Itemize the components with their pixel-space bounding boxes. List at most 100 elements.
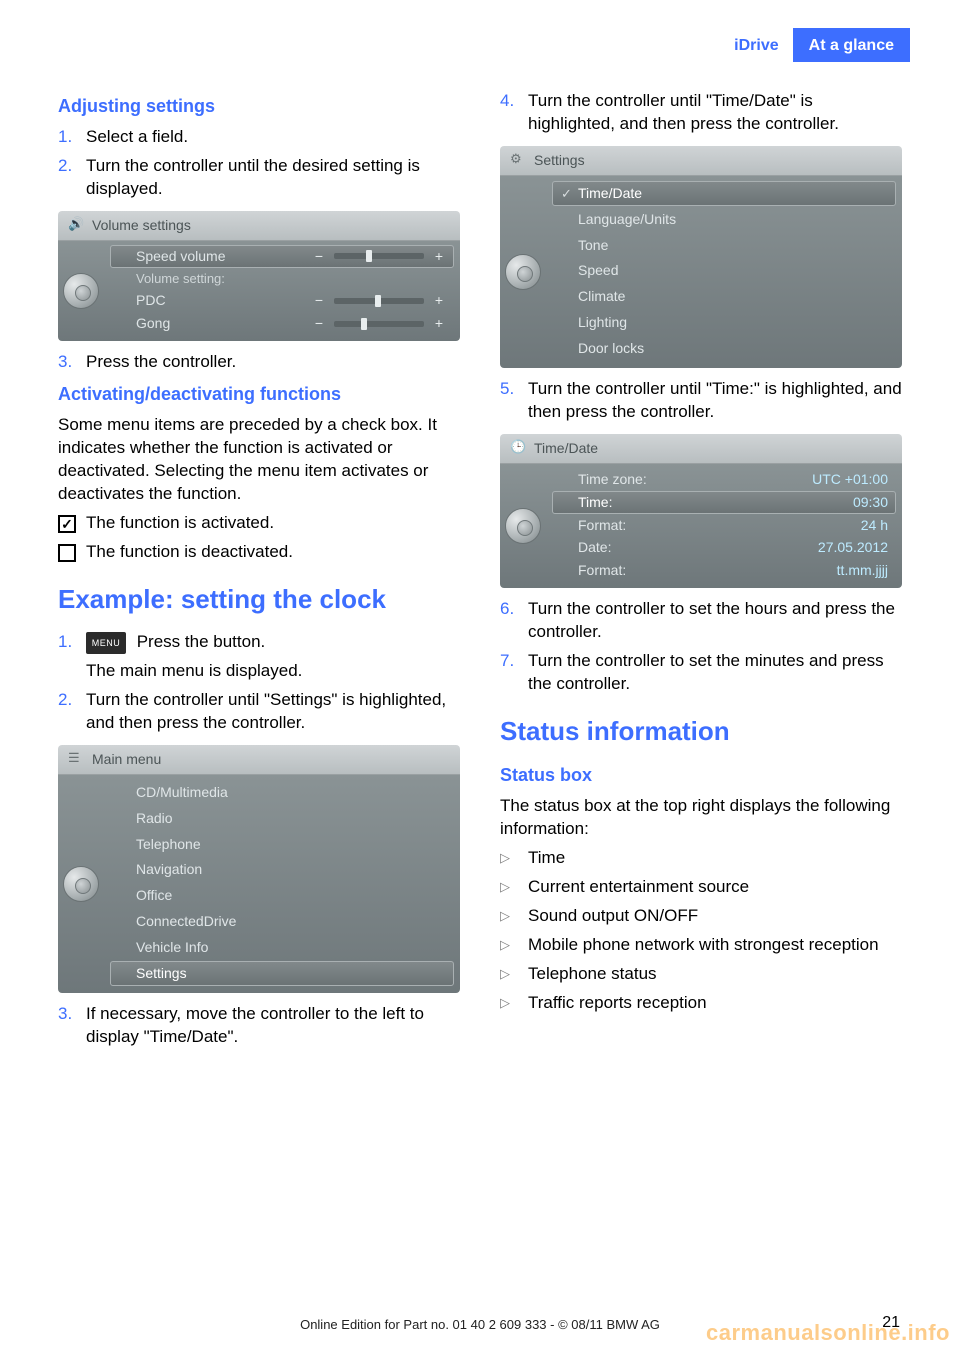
menu-item: Radio (110, 806, 454, 831)
step-text: MENU Press the button. The main menu is … (86, 631, 460, 683)
list-item: 7. Turn the controller to set the minute… (500, 650, 902, 696)
slider-label: PDC (136, 291, 304, 310)
screenshot-list: Speed volume − + Volume setting: PDC − +… (104, 241, 460, 341)
controller-knob-icon (63, 273, 99, 309)
knob-column (58, 241, 104, 341)
menu-item: Navigation (110, 857, 454, 882)
list-item: 3. Press the controller. (58, 351, 460, 374)
step-number: 4. (500, 90, 528, 136)
menu-item-highlighted: Settings (110, 961, 454, 986)
screenshot-title-bar: ⚙ Settings (500, 146, 902, 176)
checkbox-label: The function is deactivated. (86, 541, 293, 564)
step-text: Turn the controller until "Settings" is … (86, 689, 460, 735)
right-column: 4. Turn the controller until "Time/Date"… (500, 86, 902, 1055)
list-item: 2. Turn the controller until "Settings" … (58, 689, 460, 735)
triangle-bullet-icon: ▷ (500, 992, 528, 1015)
heading-adjusting-settings: Adjusting settings (58, 94, 460, 118)
minus-icon: − (312, 314, 326, 333)
screenshot-title: Main menu (92, 751, 161, 767)
controller-knob-icon (505, 508, 541, 544)
step-text: Select a field. (86, 126, 460, 149)
step-text: If necessary, move the controller to the… (86, 1003, 460, 1049)
step-text: Turn the controller to set the hours and… (528, 598, 902, 644)
kv-value: tt.mm.jjjj (837, 561, 888, 580)
menu-item: CD/Multimedia (110, 780, 454, 805)
checkbox-unchecked-icon (58, 544, 76, 562)
step-number: 7. (500, 650, 528, 696)
kv-key: Format: (578, 561, 829, 580)
bullet-text: Traffic reports reception (528, 992, 707, 1015)
step-number: 5. (500, 378, 528, 424)
step-number: 3. (58, 1003, 86, 1049)
slider-gong: Gong − + (110, 312, 454, 335)
menu-item: Lighting (552, 310, 896, 335)
minus-icon: − (312, 291, 326, 310)
sub-label: Volume setting: (110, 268, 454, 290)
screenshot-list: CD/Multimedia Radio Telephone Navigation… (104, 775, 460, 993)
bullet-text: Sound output ON/OFF (528, 905, 698, 928)
list-item: 3. If necessary, move the controller to … (58, 1003, 460, 1049)
list-item: 6. Turn the controller to set the hours … (500, 598, 902, 644)
triangle-bullet-icon: ▷ (500, 876, 528, 899)
slider-pdc: PDC − + (110, 289, 454, 312)
triangle-bullet-icon: ▷ (500, 905, 528, 928)
kv-value: 09:30 (853, 493, 888, 512)
step-number: 1. (58, 631, 86, 683)
slider-track (334, 321, 424, 327)
screenshot-settings: ⚙ Settings ✓Time/Date Language/Units Ton… (500, 146, 902, 368)
bullet-text: Current entertainment source (528, 876, 749, 899)
bullet-text: Mobile phone network with strongest rece… (528, 934, 879, 957)
checkbox-off-row: The function is deactivated. (58, 541, 460, 564)
list-item: 2. Turn the controller until the desired… (58, 155, 460, 201)
step-number: 2. (58, 155, 86, 201)
step-number: 1. (58, 126, 86, 149)
step-text: Turn the controller until the desired se… (86, 155, 460, 201)
heading-example-clock: Example: setting the clock (58, 582, 460, 617)
kv-row: Format: 24 h (552, 514, 896, 537)
plus-icon: + (432, 247, 446, 266)
screenshot-title-bar: ☰ Main menu (58, 745, 460, 775)
screenshot-volume-settings: 🔊 Volume settings Speed volume − + Volum… (58, 211, 460, 341)
screenshot-body: Speed volume − + Volume setting: PDC − +… (58, 241, 460, 341)
screenshot-body: ✓Time/Date Language/Units Tone Speed Cli… (500, 176, 902, 368)
screenshot-main-menu: ☰ Main menu CD/Multimedia Radio Telephon… (58, 745, 460, 993)
triangle-bullet-icon: ▷ (500, 934, 528, 957)
menu-item: Vehicle Info (110, 935, 454, 960)
left-column: Adjusting settings 1. Select a field. 2.… (58, 86, 460, 1055)
header-bar: iDrive At a glance (720, 28, 910, 62)
kv-row: Date:27.05.2012 (552, 536, 896, 559)
bullet-text: Telephone status (528, 963, 657, 986)
kv-row-highlighted: Time:09:30 (552, 491, 896, 514)
step-text: Turn the controller until "Time:" is hig… (528, 378, 902, 424)
clock-icon: 🕒 (510, 438, 526, 454)
controller-knob-icon (505, 254, 541, 290)
screenshot-body: CD/Multimedia Radio Telephone Navigation… (58, 775, 460, 993)
heading-status-box: Status box (500, 763, 902, 787)
kv-key: Format: (578, 516, 853, 535)
paragraph: The status box at the top right displays… (500, 795, 902, 841)
step-number: 3. (58, 351, 86, 374)
menu-item: Office (110, 883, 454, 908)
content-columns: Adjusting settings 1. Select a field. 2.… (58, 86, 902, 1055)
menu-item-highlighted: ✓Time/Date (552, 181, 896, 206)
list-item: 1. MENU Press the button. The main menu … (58, 631, 460, 683)
menu-item: Telephone (110, 832, 454, 857)
menu-item: Climate (552, 284, 896, 309)
heading-activating: Activating/deactivating functions (58, 382, 460, 406)
screenshot-title: Time/Date (534, 440, 598, 456)
checkbox-label: The function is activated. (86, 512, 274, 535)
triangle-bullet-icon: ▷ (500, 847, 528, 870)
kv-key: Time zone: (578, 470, 804, 489)
menu-item: Speed (552, 258, 896, 283)
plus-icon: + (432, 291, 446, 310)
step-number: 2. (58, 689, 86, 735)
step-text: Turn the controller until "Time/Date" is… (528, 90, 902, 136)
checkbox-on-row: ✓ The function is activated. (58, 512, 460, 535)
screenshot-list: Time zone:UTC +01:00 Time:09:30 Format:2… (546, 464, 902, 588)
kv-value: 24 h (861, 516, 888, 535)
list-item: 4. Turn the controller until "Time/Date"… (500, 90, 902, 136)
bullet-item: ▷Time (500, 847, 902, 870)
bullet-item: ▷Telephone status (500, 963, 902, 986)
triangle-bullet-icon: ▷ (500, 963, 528, 986)
paragraph: Some menu items are preceded by a check … (58, 414, 460, 506)
